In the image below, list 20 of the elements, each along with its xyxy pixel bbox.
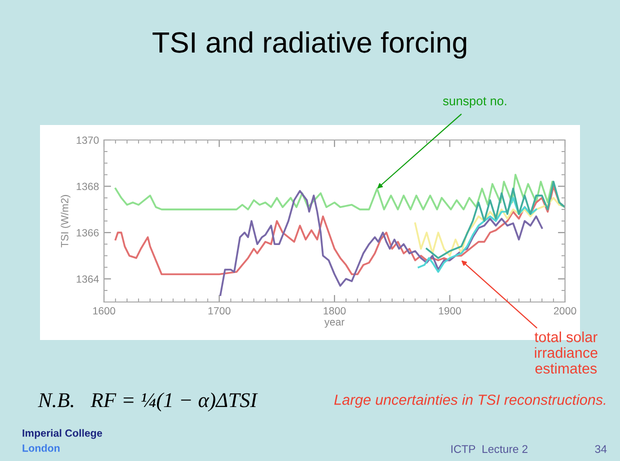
text: Large uncertainties in TSI reconstructions. [334, 394, 606, 408]
y-axis-title: TSI (W/m2) [60, 195, 70, 248]
x-tick-label: 1700 [208, 307, 230, 315]
text: 34 [595, 445, 607, 453]
text: N.B. RF = ¼(1 − α)ΔTSI [38, 392, 258, 412]
text: London [22, 444, 60, 452]
annotation: sunspot no. [443, 97, 506, 108]
x-axis-title: year [324, 320, 344, 328]
text: Imperial College [22, 429, 102, 439]
chart-title: TSI and radiative forcing [152, 31, 466, 59]
x-tick-label: 1800 [324, 307, 346, 315]
x-tick-label: 1600 [93, 307, 116, 315]
text: ICTP Lecture 2 [451, 445, 528, 453]
x-tick-label: 1900 [438, 307, 461, 315]
annotation: total solar irradiance estimates [534, 331, 598, 374]
x-tick-label: 2000 [554, 307, 576, 315]
y-tick-label: 1368 [76, 182, 99, 190]
y-tick-label: 1370 [76, 136, 99, 144]
y-tick-label: 1364 [76, 275, 99, 283]
y-tick-label: 1366 [76, 229, 99, 236]
